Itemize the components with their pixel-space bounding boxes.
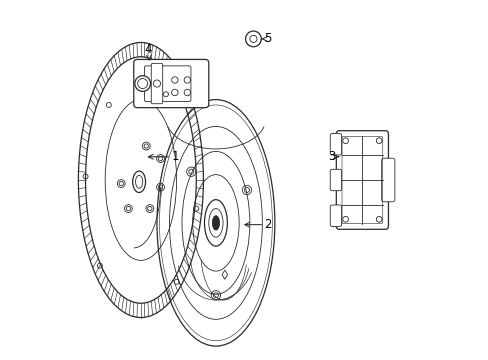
Ellipse shape — [155, 96, 276, 350]
FancyBboxPatch shape — [329, 169, 341, 191]
FancyBboxPatch shape — [329, 205, 341, 226]
FancyBboxPatch shape — [381, 158, 394, 202]
Text: 2: 2 — [244, 218, 271, 231]
Ellipse shape — [77, 39, 205, 321]
Text: 5: 5 — [261, 32, 271, 45]
Text: 1: 1 — [148, 150, 179, 163]
Text: 3: 3 — [328, 150, 338, 163]
Ellipse shape — [212, 216, 219, 230]
FancyBboxPatch shape — [329, 134, 341, 155]
FancyBboxPatch shape — [151, 63, 163, 104]
FancyBboxPatch shape — [134, 59, 208, 108]
FancyBboxPatch shape — [336, 131, 387, 229]
Circle shape — [245, 31, 261, 47]
Text: 4: 4 — [144, 43, 152, 60]
Circle shape — [135, 76, 150, 91]
